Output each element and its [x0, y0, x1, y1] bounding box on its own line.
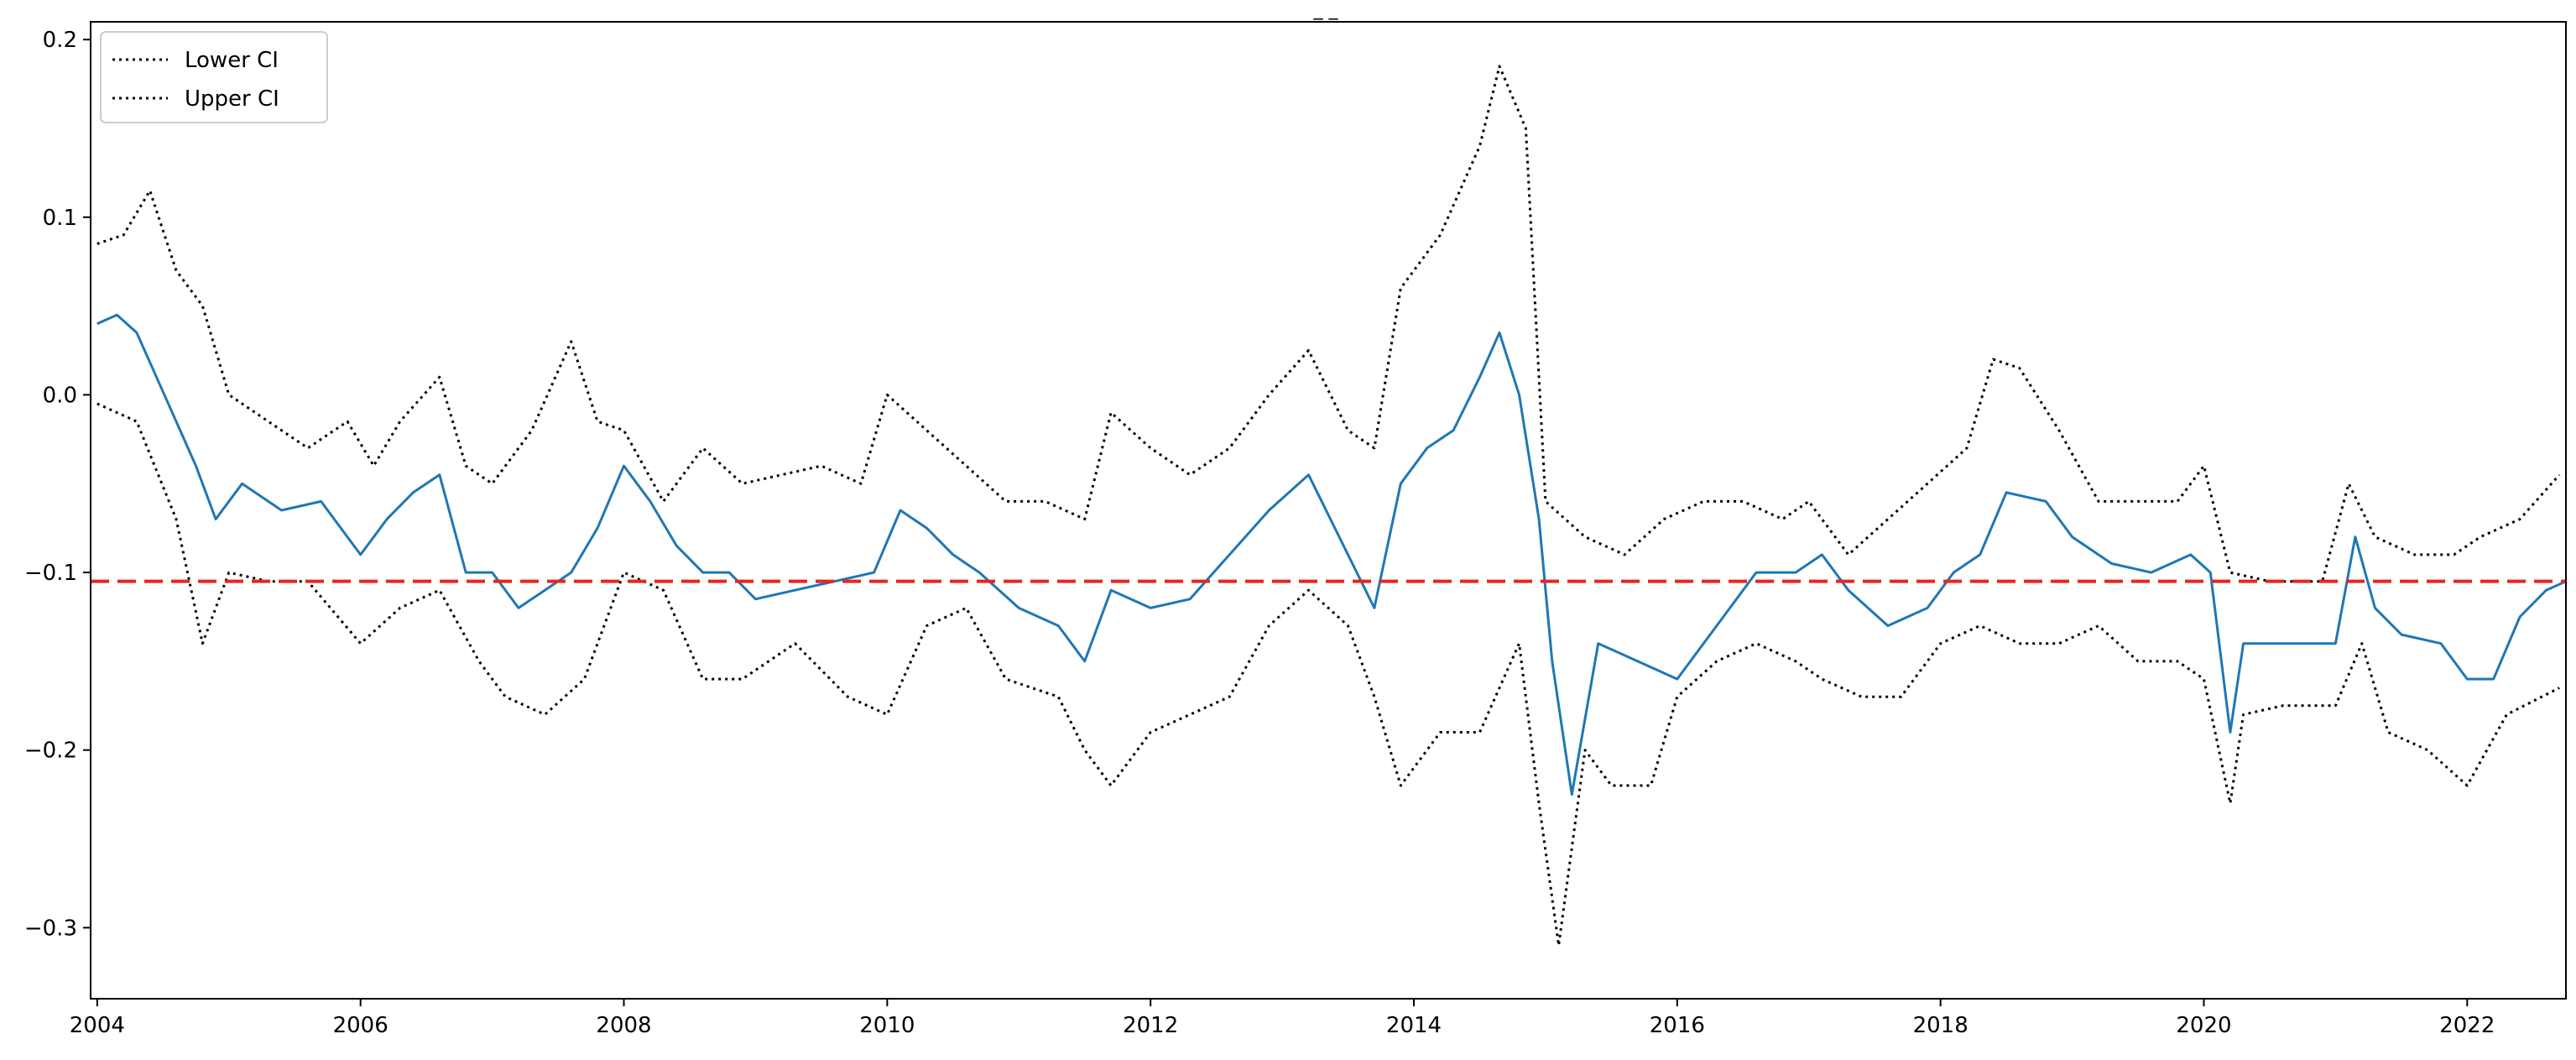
series-line-upper-ci	[96, 65, 2561, 583]
series-line-lower-ci	[96, 402, 2560, 947]
legend-label: Upper CI	[185, 86, 279, 112]
y-tick-label: −0.1	[24, 561, 77, 586]
x-tick-label: 2022	[2439, 1013, 2495, 1038]
legend-label: Lower CI	[185, 48, 279, 73]
y-tick-label: 0.0	[43, 383, 77, 408]
x-tick-label: 2012	[1123, 1013, 1178, 1038]
plot-layer	[91, 65, 2566, 947]
x-tick-label: 2006	[333, 1013, 388, 1038]
x-tick-label: 2008	[596, 1013, 651, 1038]
chart-title: _ _	[1313, 0, 1339, 20]
y-tick-label: −0.2	[24, 739, 77, 764]
legend-box	[100, 31, 328, 123]
x-tick-label: 2014	[1386, 1013, 1442, 1038]
y-tick-label: 0.1	[43, 206, 77, 231]
axes-frame	[90, 21, 2567, 1000]
y-tick-label: 0.2	[43, 28, 77, 53]
x-tick-label: 2004	[70, 1013, 125, 1038]
x-tick-label: 2016	[1650, 1013, 1705, 1038]
x-tick-label: 2010	[859, 1013, 915, 1038]
plot-area	[91, 65, 2566, 947]
axes-layer: 2004 2006 2008 2010 2012 2014 2016 2018 2020 2022…	[24, 21, 2567, 1038]
legend: Lower CI Upper CI	[100, 31, 328, 123]
x-tick-label: 2020	[2176, 1013, 2231, 1038]
x-tick-label: 2018	[1913, 1013, 1969, 1038]
y-tick-label: −0.3	[24, 916, 77, 941]
series-line-estimate	[96, 313, 2566, 796]
